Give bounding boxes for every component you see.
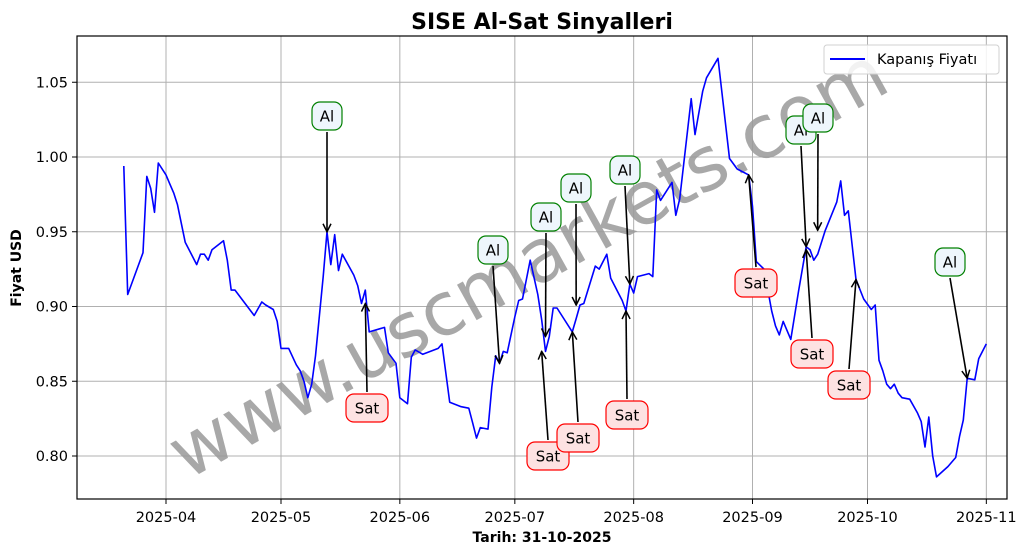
legend-label: Kapanış Fiyatı [877,52,977,68]
sell-signal-annotation: Sat [556,332,600,453]
y-tick-label: 0.85 [36,374,68,390]
buy-signal-annotation: Al [530,202,562,336]
arrow-icon [546,232,547,336]
signal-label: Al [569,180,583,198]
buy-signal-annotation: Al [934,247,967,378]
x-axis-ticks: 2025-04 2025-05 2025-06 2025-07 2025-08 2025-… [136,499,1017,526]
signal-box [556,423,600,453]
signal-label: Sat [837,377,862,395]
signal-label: Al [320,108,334,126]
signal-box [934,247,966,277]
sell-signal-annotation: Sat [734,175,778,298]
y-tick-label: 0.90 [36,300,68,316]
signal-box [605,400,649,430]
signal-box [827,370,871,400]
signal-box [790,339,834,369]
y-axis-label: Fiyat USD [9,229,25,307]
signal-label: Sat [355,400,380,418]
legend-box [823,44,1000,75]
x-axis-label: Tarih: 31-10-2025 [473,530,612,546]
arrow-icon [806,250,813,339]
arrow-icon [949,277,967,378]
signal-label: Sat [536,448,561,466]
plot-frame [76,35,1008,500]
y-axis-ticks: 0.80 0.85 0.90 0.95 1.00 1.05 [36,75,77,465]
signal-label: Sat [744,275,769,293]
x-tick-label: 2025-08 [603,510,664,526]
signal-box [311,101,343,131]
x-tick-label: 2025-04 [136,510,197,526]
y-tick-label: 0.80 [36,449,68,465]
signal-label: Sat [566,430,591,448]
sell-signal-annotation: Sat [605,311,649,430]
buy-signal-annotation: Al [477,235,509,363]
arrow-icon [492,265,500,363]
x-tick-label: 2025-09 [722,510,783,526]
y-tick-label: 1.05 [36,75,68,91]
arrow-icon [626,311,627,400]
signal-label: Al [943,254,957,272]
signal-label: Al [618,162,632,180]
signal-box [560,173,592,203]
arrow-icon [572,332,579,423]
signal-label: Al [539,209,553,227]
legend: Kapanış Fiyatı [823,44,1000,75]
arrow-icon [848,280,856,370]
sell-signal-annotation: Sat [345,304,389,423]
signal-box [609,155,641,185]
buy-signal-annotation: Al [311,101,343,232]
signal-label: Al [486,242,500,260]
sell-signal-annotation: Sat [827,280,871,400]
x-tick-label: 2025-05 [251,510,312,526]
arrow-icon [542,351,549,441]
signal-box [734,268,778,298]
signal-label: Sat [800,346,825,364]
arrow-icon [749,175,757,268]
x-tick-label: 2025-06 [370,510,431,526]
signal-box [345,393,389,423]
buy-signal-annotation: Al [802,103,834,230]
chart-title: SISE Al-Sat Sinyalleri [411,10,673,35]
y-tick-label: 1.00 [36,150,68,166]
x-tick-label: 2025-11 [956,510,1017,526]
sell-signal-annotation: Sat [790,250,834,369]
arrow-icon [624,185,630,284]
y-tick-label: 0.95 [36,225,68,241]
signal-box [802,103,834,133]
arrow-icon [365,304,367,393]
buy-signal-annotation: Al [560,173,592,305]
x-tick-label: 2025-10 [837,510,898,526]
signal-label: Al [811,110,825,128]
signal-label: Sat [615,407,640,425]
signal-box [530,202,562,232]
signal-box [477,235,509,265]
arrow-icon [800,145,806,247]
x-tick-label: 2025-07 [485,510,546,526]
buy-signal-annotation: Al [609,155,641,284]
